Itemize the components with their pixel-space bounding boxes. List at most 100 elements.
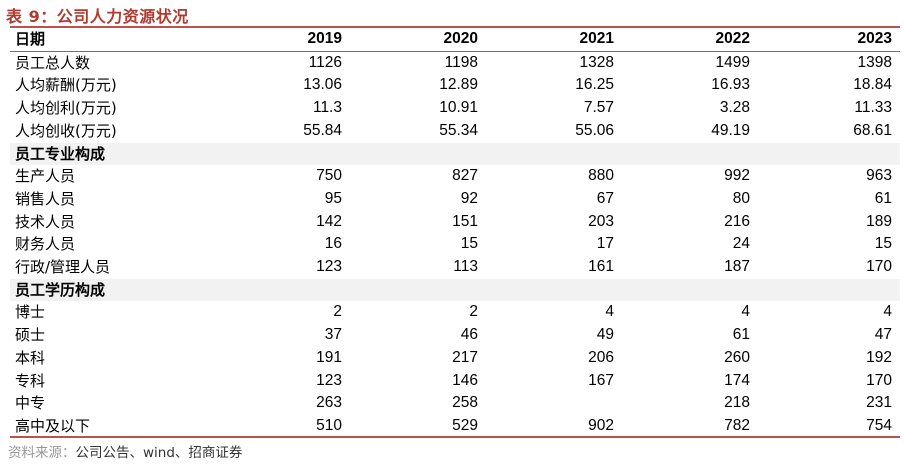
row-label: 生产人员 <box>15 167 76 186</box>
row-label: 中专 <box>15 394 46 413</box>
table-row: 高中及以下 510 529 902 782 754 <box>10 415 900 438</box>
table-cell: 187 <box>724 258 750 276</box>
table-cell: 754 <box>866 416 892 434</box>
table-cell: 49 <box>596 326 614 344</box>
top-rule <box>10 26 900 28</box>
table-cell: 192 <box>866 348 892 366</box>
table-row: 专科 123 146 167 174 170 <box>10 370 900 393</box>
header-cell-date: 日期 <box>10 28 190 52</box>
table-cell <box>350 142 486 166</box>
table-cell: 992 <box>724 167 750 185</box>
table-cell: 827 <box>452 167 478 185</box>
row-label: 员工总人数 <box>15 53 91 72</box>
table-cell: 203 <box>588 212 614 230</box>
table-cell: 113 <box>453 258 478 276</box>
table-row: 员工总人数 1126 1198 1328 1499 1398 <box>10 51 900 74</box>
section-label: 员工学历构成 <box>10 278 190 302</box>
table-cell: 16.93 <box>711 76 750 94</box>
table-cell: 782 <box>724 416 750 434</box>
table-cell: 1398 <box>857 53 892 71</box>
table-cell: 7.57 <box>583 99 614 117</box>
table-cell <box>486 278 622 302</box>
table-cell: 67 <box>596 189 614 207</box>
table-row: 人均创利(万元) 11.3 10.91 7.57 3.28 11.33 <box>10 97 900 120</box>
header-cell-2019: 2019 <box>190 28 350 52</box>
row-label: 人均创收(万元) <box>15 121 117 140</box>
table-cell: 510 <box>316 416 342 434</box>
table-row: 人均薪酬(万元) 13.06 12.89 16.25 16.93 18.84 <box>10 74 900 97</box>
table-cell: 1126 <box>308 53 342 71</box>
table-row: 财务人员 16 15 17 24 15 <box>10 233 900 256</box>
table-cell <box>486 142 622 166</box>
table-cell <box>758 278 900 302</box>
header-cell-2022: 2022 <box>622 28 758 52</box>
table-cell: 4 <box>741 303 750 321</box>
table-cell <box>622 278 758 302</box>
table-cell: 263 <box>316 394 342 412</box>
hr-table: 日期 2019 2020 2021 2022 2023 员工总人数 1126 119… <box>10 28 900 438</box>
row-label: 财务人员 <box>15 235 76 254</box>
section-row: 员工学历构成 <box>10 278 900 302</box>
table-title: 表 9：公司人力资源状况 <box>6 7 189 26</box>
table-cell: 95 <box>324 189 342 207</box>
header-cell-2021: 2021 <box>486 28 622 52</box>
table-cell: 167 <box>588 371 614 389</box>
table-row: 生产人员 750 827 880 992 963 <box>10 165 900 188</box>
source-note: 资料来源：公司公告、wind、招商证券 <box>8 441 242 461</box>
table-cell: 880 <box>588 167 614 185</box>
table-cell: 55.06 <box>575 121 614 139</box>
table-cell: 17 <box>596 235 614 253</box>
table-cell <box>350 278 486 302</box>
table-cell: 16.25 <box>575 76 614 94</box>
table-cell: 206 <box>588 348 614 366</box>
table-cell: 2 <box>469 303 478 321</box>
table-cell: 11.33 <box>854 99 892 117</box>
table-cell: 260 <box>724 348 750 366</box>
table-cell: 15 <box>874 235 892 253</box>
row-label: 人均薪酬(万元) <box>15 76 117 95</box>
row-label: 博士 <box>15 303 46 322</box>
row-label: 专科 <box>15 371 46 390</box>
table-cell: 170 <box>866 258 892 276</box>
table-cell: 151 <box>452 212 478 230</box>
table-cell: 902 <box>588 416 614 434</box>
table-row: 人均创收(万元) 55.84 55.34 55.06 49.19 68.61 <box>10 120 900 143</box>
source-text: 公司公告、wind、招商证券 <box>75 445 243 461</box>
table-row: 行政/管理人员 123 113 161 187 170 <box>10 256 900 279</box>
table-cell: 146 <box>452 371 478 389</box>
table-cell: 55.34 <box>439 121 478 139</box>
row-label: 硕士 <box>15 326 46 345</box>
table-cell: 46 <box>460 326 478 344</box>
header-cell-2020: 2020 <box>350 28 486 52</box>
header-row: 日期 2019 2020 2021 2022 2023 <box>10 28 900 52</box>
table-cell: 123 <box>316 371 342 389</box>
table-cell: 750 <box>316 167 342 185</box>
table-row: 硕士 37 46 49 61 47 <box>10 324 900 347</box>
table-cell: 15 <box>460 235 478 253</box>
table-cell: 49.19 <box>711 121 750 139</box>
table-cell: 47 <box>874 326 892 344</box>
table-cell: 4 <box>883 303 892 321</box>
table-row: 销售人员 95 92 67 80 61 <box>10 188 900 211</box>
table-cell: 18.84 <box>853 76 892 94</box>
row-label: 高中及以下 <box>15 416 91 435</box>
table-cell: 529 <box>452 416 478 434</box>
table-cell: 92 <box>460 189 478 207</box>
source-prefix: 资料来源： <box>8 445 76 461</box>
table-cell: 55.84 <box>303 121 342 139</box>
table-cell: 161 <box>588 258 614 276</box>
table-cell: 61 <box>874 189 892 207</box>
table-cell: 61 <box>732 326 750 344</box>
table-cell: 80 <box>732 189 750 207</box>
section-label: 员工专业构成 <box>10 142 190 166</box>
table-cell: 123 <box>316 258 342 276</box>
table-cell: 3.28 <box>719 99 750 117</box>
table-cell: 174 <box>724 371 750 389</box>
table-cell: 16 <box>324 235 342 253</box>
row-label: 销售人员 <box>15 189 76 208</box>
row-label: 本科 <box>15 348 46 367</box>
table-cell: 963 <box>866 167 892 185</box>
table-cell: 218 <box>724 394 750 412</box>
table-cell <box>190 278 350 302</box>
table-row: 本科 191 217 206 260 192 <box>10 347 900 370</box>
